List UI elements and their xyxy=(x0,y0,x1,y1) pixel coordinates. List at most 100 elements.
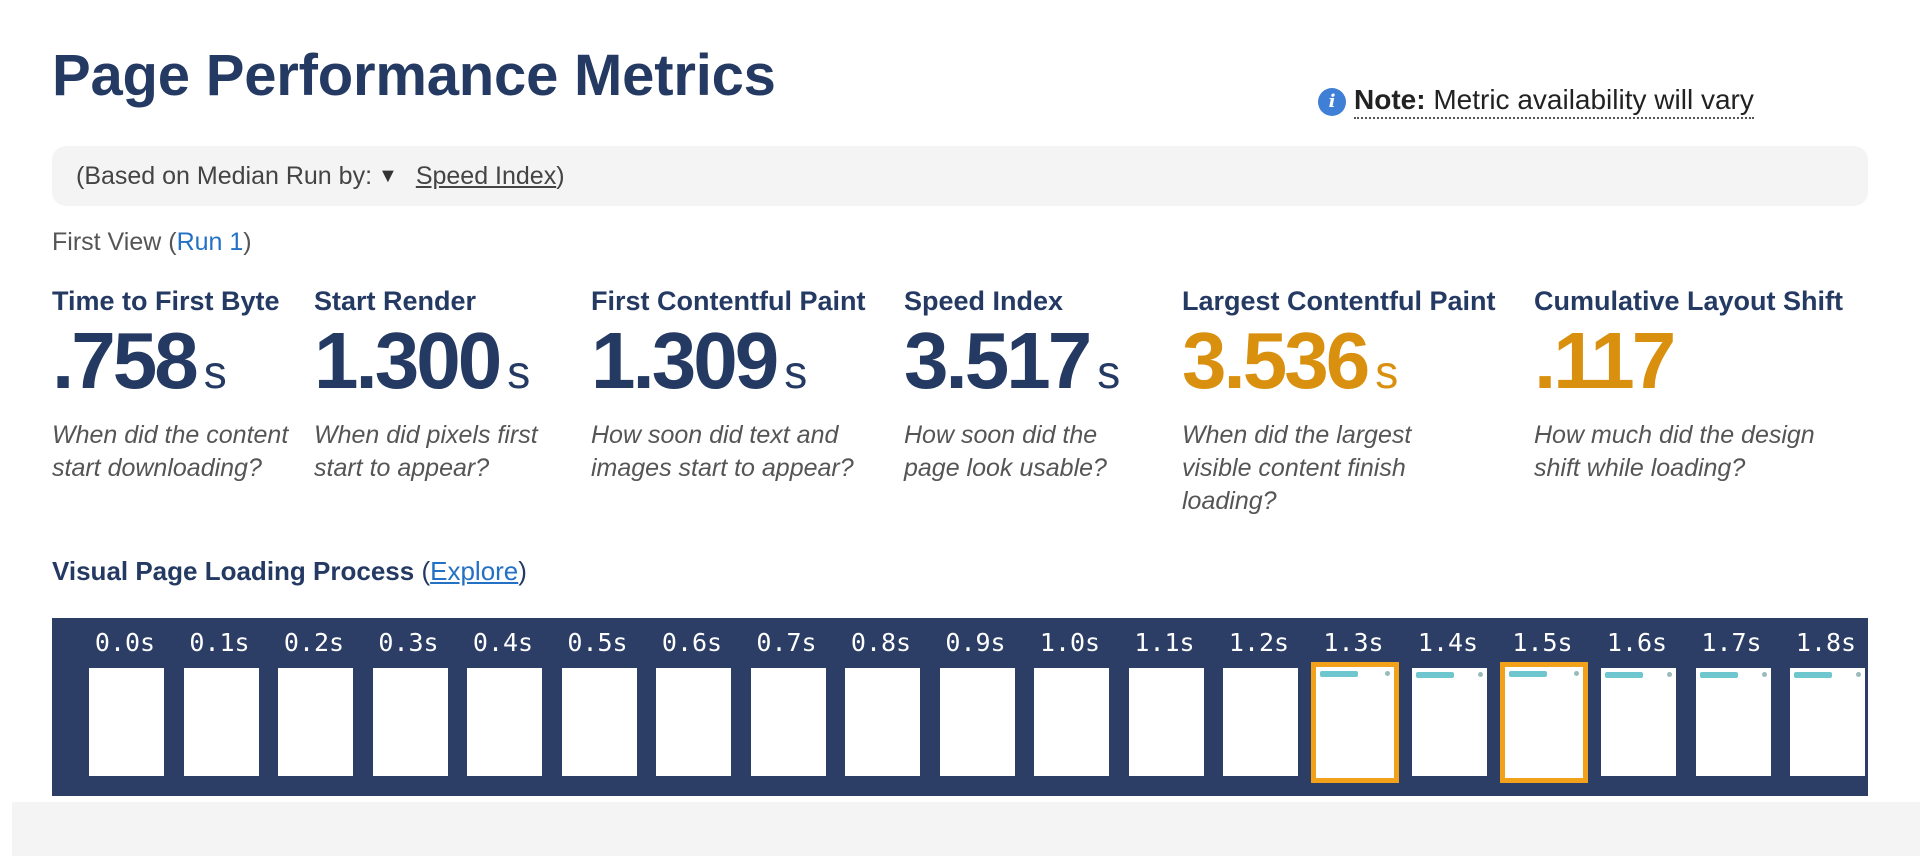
metric-label: Cumulative Layout Shift xyxy=(1534,286,1844,316)
frame-thumbnail[interactable] xyxy=(89,668,164,776)
run-link[interactable]: Run 1 xyxy=(176,228,244,256)
filmstrip-frame[interactable]: 0.0s xyxy=(85,618,165,796)
metric-availability-note[interactable]: i Note: Metric availability will vary xyxy=(1318,84,1754,119)
metric-description: When did the content start downloading? xyxy=(52,421,289,482)
filmstrip-frame[interactable]: 0.2s xyxy=(274,618,354,796)
filmstrip-frame[interactable]: 0.9s xyxy=(936,618,1016,796)
frame-thumbnail[interactable] xyxy=(1034,668,1109,776)
frame-time: 0.4s xyxy=(472,628,534,657)
visual-open: ( xyxy=(414,556,431,586)
metric-speed-index: Speed Index 3.517 s How soon did the page… xyxy=(904,286,1154,485)
filmstrip-frame[interactable]: 1.3s xyxy=(1310,618,1399,796)
filmstrip-frame[interactable]: 0.6s xyxy=(652,618,732,796)
frame-time: 0.2s xyxy=(283,628,345,657)
metric-cumulative-layout-shift: Cumulative Layout Shift .117 How much di… xyxy=(1534,286,1854,485)
filmstrip-frame[interactable]: 1.6s xyxy=(1597,618,1677,796)
thumbnail-dot xyxy=(1667,672,1672,677)
metric-start-render: Start Render 1.300 s When did pixels firs… xyxy=(314,286,564,485)
filmstrip-frame[interactable]: 1.4s xyxy=(1408,618,1488,796)
metric-value: 1.309 s xyxy=(591,321,881,401)
frame-time: 0.0s xyxy=(94,628,156,657)
filmstrip-frame[interactable]: 0.4s xyxy=(463,618,543,796)
note-label: Note: xyxy=(1354,84,1426,115)
metric-unit: s xyxy=(1375,346,1399,398)
thumbnail-dot xyxy=(1761,672,1767,677)
frame-time: 0.9s xyxy=(945,628,1006,657)
filmstrip-frame[interactable]: 1.1s xyxy=(1125,618,1205,796)
thumbnail-logo xyxy=(1605,672,1643,678)
metric-number: 1.300 xyxy=(314,316,502,405)
thumbnail-dot xyxy=(1573,671,1579,676)
frame-thumbnail[interactable] xyxy=(1499,662,1588,783)
frame-thumbnail[interactable] xyxy=(939,668,1015,776)
filmstrip-frame[interactable]: 1.0s xyxy=(1030,618,1110,796)
frame-thumbnail[interactable] xyxy=(467,668,542,776)
frame-time: 0.8s xyxy=(850,628,912,657)
frame-thumbnail[interactable] xyxy=(1695,668,1771,776)
filmstrip-frame[interactable]: 1.2s xyxy=(1219,618,1299,796)
thumbnail-logo xyxy=(1794,672,1832,678)
metric-label: Speed Index xyxy=(904,286,1064,316)
view-text: First View ( xyxy=(52,228,177,256)
metric-unit: s xyxy=(784,346,808,398)
note-text[interactable]: Note: Metric availability will vary xyxy=(1354,84,1754,119)
view-label: First View (Run 1) xyxy=(52,228,252,257)
frame-thumbnail[interactable] xyxy=(372,668,448,776)
metric-time-to-first-byte: Time to First Byte .758 s When did the co… xyxy=(52,286,292,485)
thumbnail-dot xyxy=(1384,671,1390,676)
frame-time: 0.5s xyxy=(567,628,628,657)
dropdown-caret-icon[interactable]: ▼ xyxy=(378,164,398,187)
frame-thumbnail[interactable] xyxy=(1412,668,1487,776)
metric-label: First Contentful Paint xyxy=(591,286,866,316)
frame-time: 0.3s xyxy=(378,628,439,657)
frame-time: 1.3s xyxy=(1323,628,1384,657)
metric-label: Start Render xyxy=(314,286,477,316)
thumbnail-logo xyxy=(1508,671,1547,677)
explore-link[interactable]: Explore xyxy=(430,556,519,586)
filmstrip-frame[interactable]: 1.7s xyxy=(1692,618,1772,796)
frame-thumbnail[interactable] xyxy=(1128,668,1204,776)
median-suffix: ) xyxy=(556,161,565,190)
filmstrip-frame[interactable]: 0.8s xyxy=(841,618,921,796)
frame-thumbnail[interactable] xyxy=(1223,668,1298,776)
frame-time: 1.6s xyxy=(1606,628,1668,657)
metric-number: 1.309 xyxy=(591,316,779,405)
frame-time: 0.6s xyxy=(661,628,723,657)
filmstrip-frame[interactable]: 1.5s xyxy=(1499,618,1588,796)
filmstrip-frame[interactable]: 0.5s xyxy=(558,618,638,796)
thumbnail-logo xyxy=(1319,671,1358,677)
frame-time: 1.4s xyxy=(1417,628,1479,657)
thumbnail-dot xyxy=(1856,672,1861,677)
median-prefix: (Based on Median Run by: xyxy=(76,161,373,190)
metric-number: 3.517 xyxy=(904,316,1092,405)
note-message: Metric availability will vary xyxy=(1433,84,1754,115)
frame-thumbnail[interactable] xyxy=(656,668,731,776)
frame-thumbnail[interactable] xyxy=(1601,668,1676,776)
filmstrip-frame[interactable]: 1.8s xyxy=(1786,618,1866,796)
frame-thumbnail[interactable] xyxy=(750,668,826,776)
metric-largest-contentful-paint: Largest Contentful Paint 3.536 s When did… xyxy=(1182,286,1496,518)
thumbnail-logo xyxy=(1699,672,1738,678)
frame-thumbnail[interactable] xyxy=(183,668,259,776)
metric-value: 3.517 s xyxy=(904,321,1154,401)
visual-close: ) xyxy=(518,556,527,586)
visual-heading-text: Visual Page Loading Process xyxy=(52,556,415,586)
filmstrip-frame[interactable]: 0.3s xyxy=(369,618,449,796)
filmstrip-frame[interactable]: 0.1s xyxy=(180,618,260,796)
frame-thumbnail[interactable] xyxy=(845,668,920,776)
filmstrip-frame[interactable]: 0.7s xyxy=(747,618,827,796)
metric-value: .117 xyxy=(1534,321,1854,401)
frame-thumbnail[interactable] xyxy=(278,668,353,776)
metric-description: How soon did text and images start to ap… xyxy=(591,421,854,482)
frame-thumbnail[interactable] xyxy=(561,668,637,776)
frame-thumbnail[interactable] xyxy=(1790,668,1865,776)
metric-first-contentful-paint: First Contentful Paint 1.309 s How soon d… xyxy=(591,286,881,485)
filmstrip: 0.0s 0.1s 0.2s 0.3s 0.4s 0.5s 0.6s 0.7s 0.8s 0.9s… xyxy=(52,618,1868,796)
median-run-selector: (Based on Median Run by: ▼ Speed Index ) xyxy=(52,146,1868,206)
frame-thumbnail[interactable] xyxy=(1310,662,1399,783)
view-close: ) xyxy=(243,228,252,256)
median-metric-link[interactable]: Speed Index xyxy=(415,161,557,190)
metric-description: When did pixels first start to appear? xyxy=(314,421,538,482)
metric-description: How much did the design shift while load… xyxy=(1534,421,1815,482)
frame-time: 1.7s xyxy=(1701,628,1762,657)
